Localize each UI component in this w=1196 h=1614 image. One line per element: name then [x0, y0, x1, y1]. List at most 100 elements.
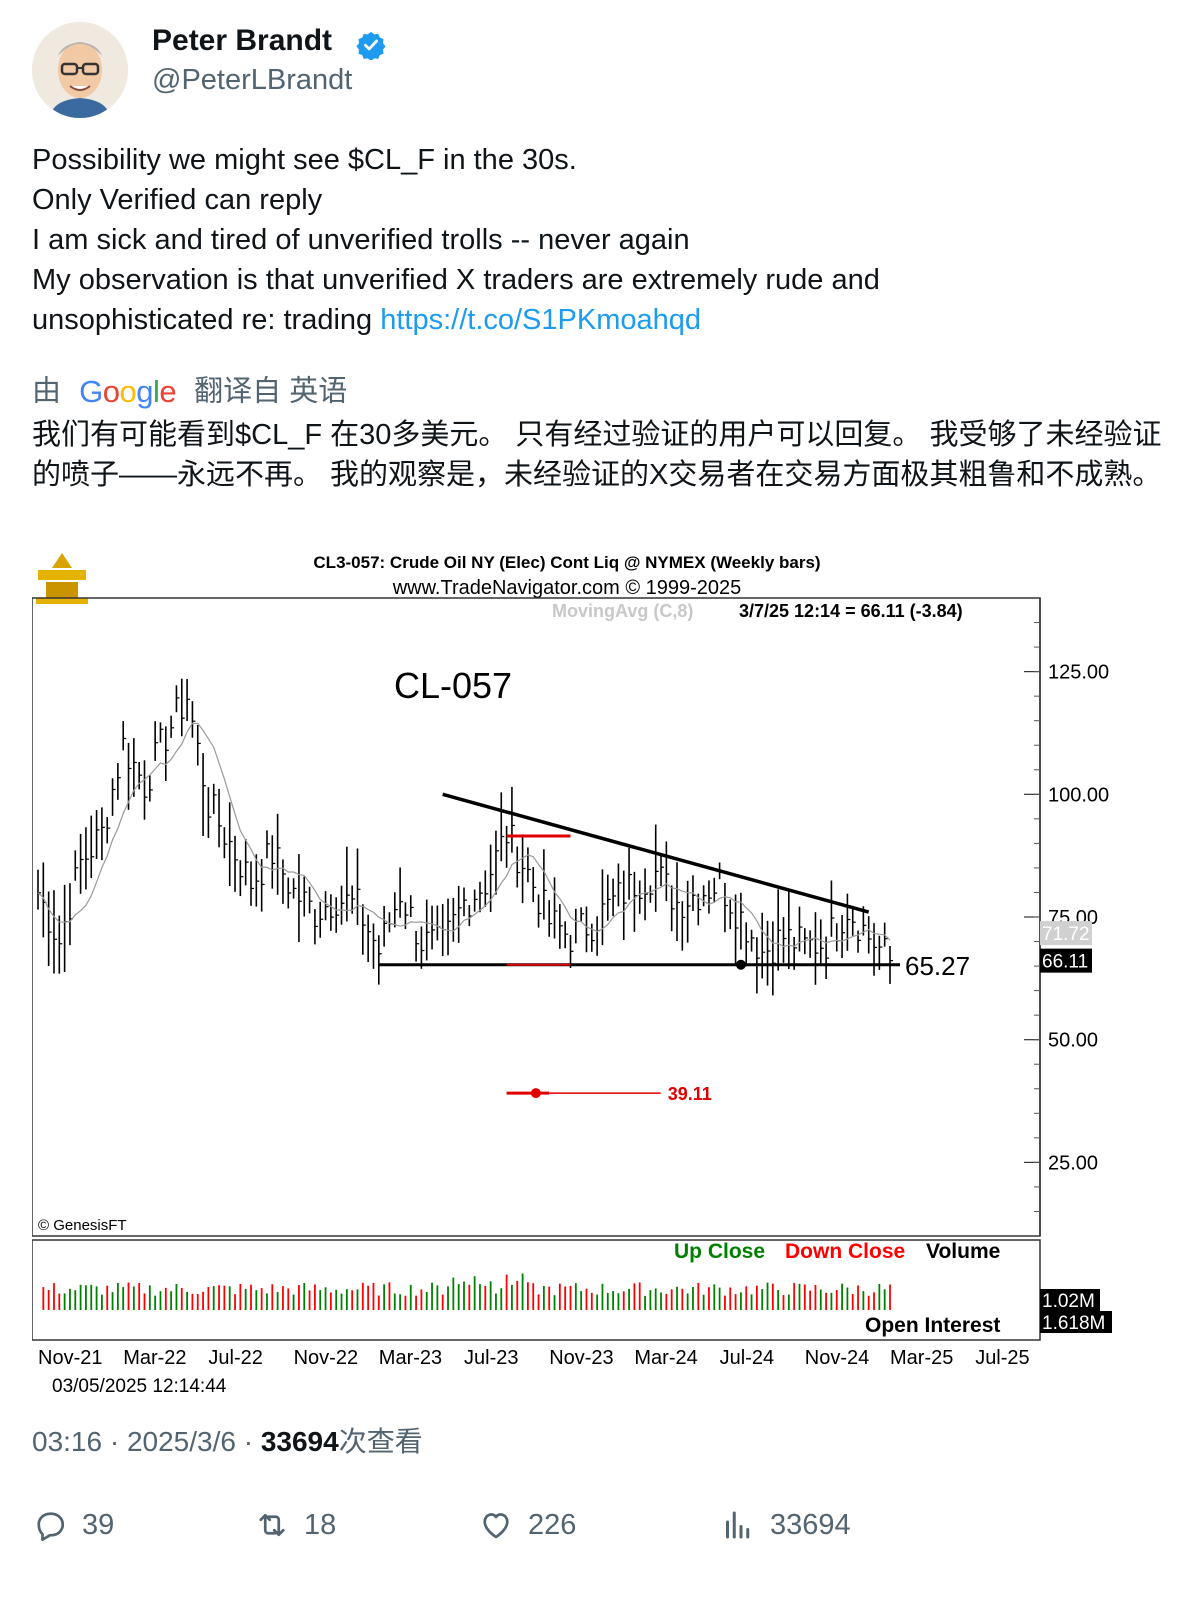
y-tick-label: 50.00: [1048, 1030, 1098, 1052]
price-bar: [452, 897, 457, 942]
views-button[interactable]: 33694: [720, 1500, 851, 1550]
ma-value-label: 71.72: [1042, 924, 1090, 945]
price-bar: [548, 900, 553, 937]
price-bar: [766, 920, 771, 986]
price-bar: [53, 890, 57, 974]
price-bar: [463, 887, 467, 917]
price-bar: [415, 930, 420, 962]
price-bar: [537, 894, 542, 928]
price-bar: [734, 894, 739, 965]
price-bar: [431, 905, 436, 950]
price-bar: [814, 912, 819, 985]
price-bar: [825, 936, 830, 980]
open-interest-label: Open Interest: [865, 1314, 1000, 1337]
price-bar: [111, 778, 116, 816]
like-button[interactable]: 226: [478, 1500, 576, 1550]
tweet-time[interactable]: 03:16 · 2025/3/6 ·: [32, 1426, 261, 1457]
price-bar: [165, 726, 169, 781]
price-bar: [372, 923, 377, 969]
user-name[interactable]: Peter Brandt: [152, 24, 333, 57]
price-bar: [644, 868, 649, 921]
x-tick-label: Jul-22: [208, 1347, 262, 1369]
x-tick-label: Jul-24: [720, 1347, 774, 1369]
tweet-line-text: unsophisticated re: trading: [32, 304, 381, 336]
price-bar: [532, 867, 537, 903]
price-bar: [708, 880, 712, 914]
volume-label: Volume: [926, 1240, 1000, 1263]
avatar[interactable]: [32, 22, 128, 118]
price-bar: [409, 895, 414, 918]
price-bar: [575, 908, 579, 944]
translated-text: 我们有可能看到$CL_F 在30多美元。 只有经过验证的用户可以回复。 我受够了…: [32, 419, 1162, 491]
price-bar: [207, 787, 212, 838]
price-bar: [79, 833, 84, 894]
target-label: 39.11: [668, 1084, 712, 1104]
x-tick-label: Mar-23: [379, 1347, 442, 1369]
price-bar: [143, 760, 148, 820]
tweet-link[interactable]: https://t.co/S1PKmoahqd: [380, 304, 702, 336]
reply-button[interactable]: 39: [32, 1500, 114, 1550]
user-handle[interactable]: @PeterLBrandt: [152, 64, 353, 96]
price-bar: [196, 724, 201, 766]
price-bar: [495, 830, 499, 895]
support-point: [735, 959, 746, 970]
verified-badge-icon: [356, 31, 386, 60]
price-bar: [170, 715, 175, 738]
price-bar: [276, 813, 281, 895]
price-bar: [676, 862, 680, 942]
price-bar: [724, 882, 728, 933]
price-bar: [95, 810, 100, 859]
price-bar: [617, 863, 622, 907]
last-bar-label: 3/7/25 12:14 = 66.11 (-3.84): [739, 601, 963, 621]
price-chart[interactable]: CL3-057: Crude Oil NY (Elec) Cont Liq @ …: [32, 548, 1162, 1408]
price-bar: [356, 848, 361, 925]
price-bar: [590, 923, 595, 952]
price-bar: [218, 788, 223, 848]
reply-icon: [37, 1512, 65, 1542]
tweet-line: I am sick and tired of unverified trolls…: [32, 224, 690, 256]
price-bar: [638, 880, 643, 914]
price-bar: [362, 904, 366, 955]
x-axis: Nov-21 Mar-22 Jul-22 Nov-22 Mar-23 Jul-23 Nov-…: [38, 1347, 1030, 1369]
chart-timestamp: 03/05/2025 12:14:44: [52, 1376, 227, 1397]
price-bar: [559, 904, 563, 949]
price-bar: [665, 841, 670, 902]
price-bar: [101, 807, 105, 861]
price-bar: [622, 870, 627, 940]
x-tick-label: Nov-21: [38, 1347, 102, 1369]
views-action-count: 33694: [770, 1508, 851, 1541]
price-bar: [761, 912, 766, 979]
translation-attribution: 由 Google 翻译自 英语: [32, 370, 347, 410]
price-bar: [745, 922, 750, 967]
price-bar: [308, 886, 313, 914]
price-bars: [37, 678, 893, 996]
price-bar: [606, 874, 611, 921]
price-bar: [239, 860, 244, 897]
price-bar: [180, 678, 185, 737]
views-count: 33694: [260, 1426, 339, 1457]
price-bar: [335, 897, 340, 933]
price-bar: [399, 867, 404, 918]
price-bar: [383, 906, 388, 947]
price-bar: [425, 899, 430, 961]
y-tick-label: 100.00: [1048, 784, 1109, 806]
price-bar: [266, 830, 270, 859]
price-bar: [340, 885, 345, 925]
moving-average-line: [37, 722, 891, 948]
price-bar: [798, 906, 803, 952]
last-price-box: 66.11: [1040, 948, 1092, 973]
x-tick-label: Mar-22: [123, 1347, 186, 1369]
price-bar: [90, 815, 95, 879]
resistance-trendline: [442, 792, 870, 914]
price-bar: [702, 885, 707, 907]
avatar-illustration: [32, 22, 128, 118]
volume-value: 1.02M: [1042, 1291, 1095, 1312]
price-bar: [292, 878, 297, 899]
repost-count: 18: [304, 1508, 337, 1541]
price-bar: [74, 850, 79, 881]
price-bar: [553, 877, 558, 939]
price-bar: [851, 905, 856, 936]
price-bar: [596, 916, 601, 956]
repost-button[interactable]: 18: [254, 1500, 336, 1550]
price-bar: [782, 917, 787, 963]
